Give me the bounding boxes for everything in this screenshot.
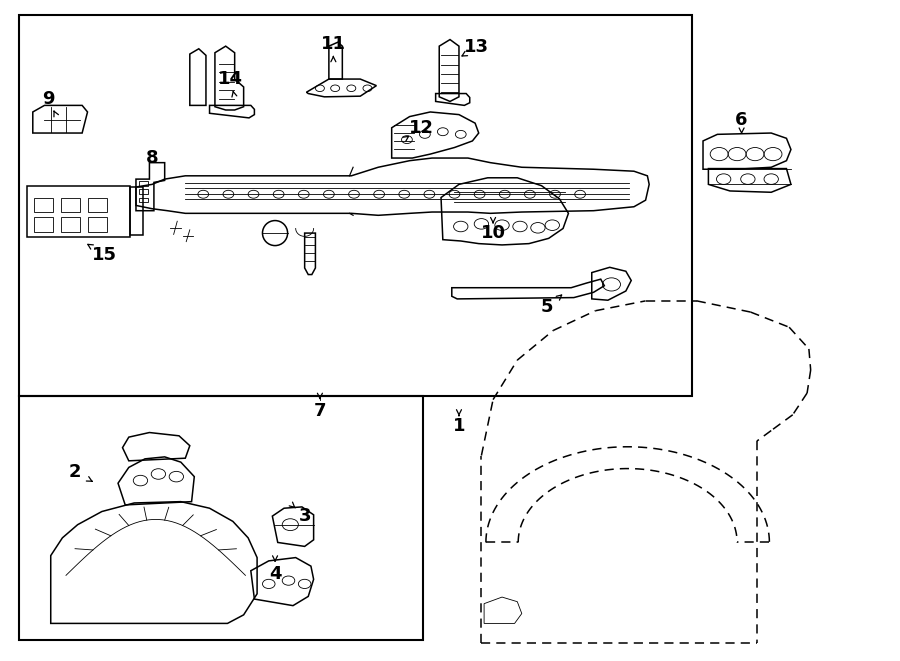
Bar xyxy=(139,189,148,194)
Text: 12: 12 xyxy=(409,119,434,137)
Text: 9: 9 xyxy=(41,90,54,108)
Bar xyxy=(87,217,107,232)
Bar xyxy=(60,217,80,232)
Text: 3: 3 xyxy=(299,507,310,525)
Text: 5: 5 xyxy=(541,299,554,317)
Text: 11: 11 xyxy=(321,35,346,53)
Text: 6: 6 xyxy=(735,111,748,129)
Text: 10: 10 xyxy=(481,224,506,242)
Bar xyxy=(87,198,107,212)
Text: 2: 2 xyxy=(68,463,81,481)
Text: 4: 4 xyxy=(269,565,282,583)
Text: 13: 13 xyxy=(464,38,490,56)
Text: 7: 7 xyxy=(314,402,326,420)
Bar xyxy=(139,181,148,186)
Text: 1: 1 xyxy=(453,417,465,435)
Bar xyxy=(26,186,130,237)
Text: 14: 14 xyxy=(218,70,243,88)
Bar xyxy=(139,198,148,202)
Text: 15: 15 xyxy=(92,246,117,264)
Bar xyxy=(60,198,80,212)
Bar xyxy=(33,198,53,212)
Text: 8: 8 xyxy=(146,149,158,167)
Bar xyxy=(33,217,53,232)
